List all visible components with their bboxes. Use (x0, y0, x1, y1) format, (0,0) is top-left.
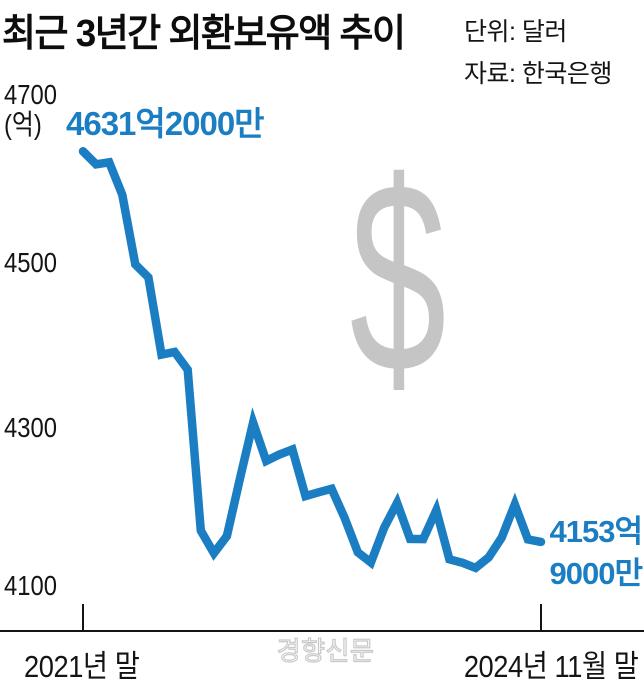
x-axis-tick-end (540, 604, 542, 630)
reserves-line (78, 147, 546, 573)
source-label: 자료: 한국은행 (464, 60, 612, 88)
y-tick-4100: 4100 (4, 570, 57, 601)
x-axis-tick-start (82, 604, 84, 630)
x-label-start: 2021년 말 (24, 649, 140, 684)
y-tick-4700: 4700 (4, 79, 57, 110)
y-tick-4300: 4300 (4, 412, 57, 443)
end-value-line2: 9000만 (549, 556, 643, 591)
end-value-annotation: 4153억 9000만 (549, 511, 643, 595)
unit-label: 단위: 달러 (464, 18, 567, 46)
x-axis-line (0, 630, 644, 632)
x-label-end: 2024년 11월 말 (463, 649, 638, 684)
end-value-line1: 4153억 (549, 514, 643, 549)
y-axis-unit: (억) (4, 109, 42, 140)
start-value-annotation: 4631억2000만 (66, 105, 265, 142)
dollar-watermark: $ (349, 125, 447, 430)
y-tick-4500: 4500 (4, 247, 57, 278)
press-watermark: 경향신문 (276, 635, 375, 666)
page-title: 최근 3년간 외환보유액 추이 (2, 13, 406, 55)
